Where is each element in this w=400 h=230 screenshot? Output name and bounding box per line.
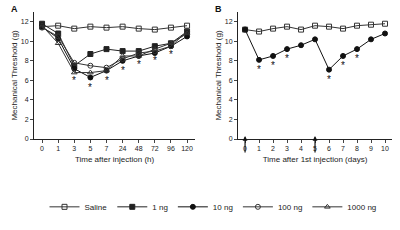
svg-text:6: 6 (25, 77, 29, 84)
svg-text:9: 9 (369, 145, 373, 152)
svg-text:6: 6 (327, 145, 331, 152)
svg-text:Time after 1st injection (days: Time after 1st injection (days) (263, 155, 368, 164)
svg-text:1: 1 (257, 145, 261, 152)
svg-text:Time after injection (h): Time after injection (h) (75, 155, 155, 164)
svg-text:24: 24 (119, 145, 127, 152)
svg-text:10 ng: 10 ng (213, 203, 233, 212)
svg-text:120: 120 (181, 145, 193, 152)
svg-text:A: A (11, 4, 18, 14)
svg-text:3: 3 (72, 145, 76, 152)
svg-text:8: 8 (229, 57, 233, 64)
svg-text:0: 0 (40, 145, 44, 152)
svg-text:*: * (105, 75, 109, 86)
svg-text:0: 0 (25, 135, 29, 142)
svg-text:*: * (88, 82, 92, 93)
svg-text:*: * (72, 75, 76, 86)
svg-text:48: 48 (135, 145, 143, 152)
svg-text:B: B (215, 4, 222, 14)
svg-text:7: 7 (105, 145, 109, 152)
svg-text:*: * (355, 53, 359, 64)
svg-text:*: * (271, 60, 275, 71)
svg-text:*: * (327, 74, 331, 85)
svg-text:4: 4 (25, 96, 29, 103)
svg-text:Mechanical Threshold (g): Mechanical Threshold (g) (10, 30, 19, 120)
svg-text:2: 2 (25, 116, 29, 123)
svg-text:2: 2 (271, 145, 275, 152)
svg-text:7: 7 (341, 145, 345, 152)
svg-text:0: 0 (243, 145, 247, 152)
svg-text:72: 72 (151, 145, 159, 152)
svg-text:*: * (121, 65, 125, 76)
svg-text:1000 ng: 1000 ng (347, 203, 376, 212)
svg-text:1 ng: 1 ng (152, 203, 168, 212)
svg-text:5: 5 (88, 145, 92, 152)
svg-text:8: 8 (355, 145, 359, 152)
svg-text:5: 5 (313, 145, 317, 152)
svg-text:*: * (257, 64, 261, 75)
svg-text:100 ng: 100 ng (278, 203, 302, 212)
svg-text:4: 4 (299, 145, 303, 152)
svg-text:8: 8 (25, 57, 29, 64)
svg-text:2: 2 (229, 116, 233, 123)
svg-text:12: 12 (225, 18, 233, 25)
svg-text:10: 10 (21, 38, 29, 45)
svg-text:6: 6 (229, 77, 233, 84)
svg-text:*: * (137, 59, 141, 70)
svg-text:12: 12 (21, 18, 29, 25)
svg-text:3: 3 (285, 145, 289, 152)
svg-text:*: * (169, 49, 173, 60)
svg-text:Mechanical Threshold (g): Mechanical Threshold (g) (214, 30, 223, 120)
svg-text:*: * (341, 60, 345, 71)
svg-text:96: 96 (167, 145, 175, 152)
svg-text:10: 10 (381, 145, 389, 152)
svg-text:1: 1 (56, 145, 60, 152)
svg-text:*: * (153, 55, 157, 66)
svg-text:Saline: Saline (85, 203, 108, 212)
svg-text:10: 10 (225, 38, 233, 45)
svg-text:0: 0 (229, 135, 233, 142)
svg-text:4: 4 (229, 96, 233, 103)
svg-text:*: * (285, 53, 289, 64)
